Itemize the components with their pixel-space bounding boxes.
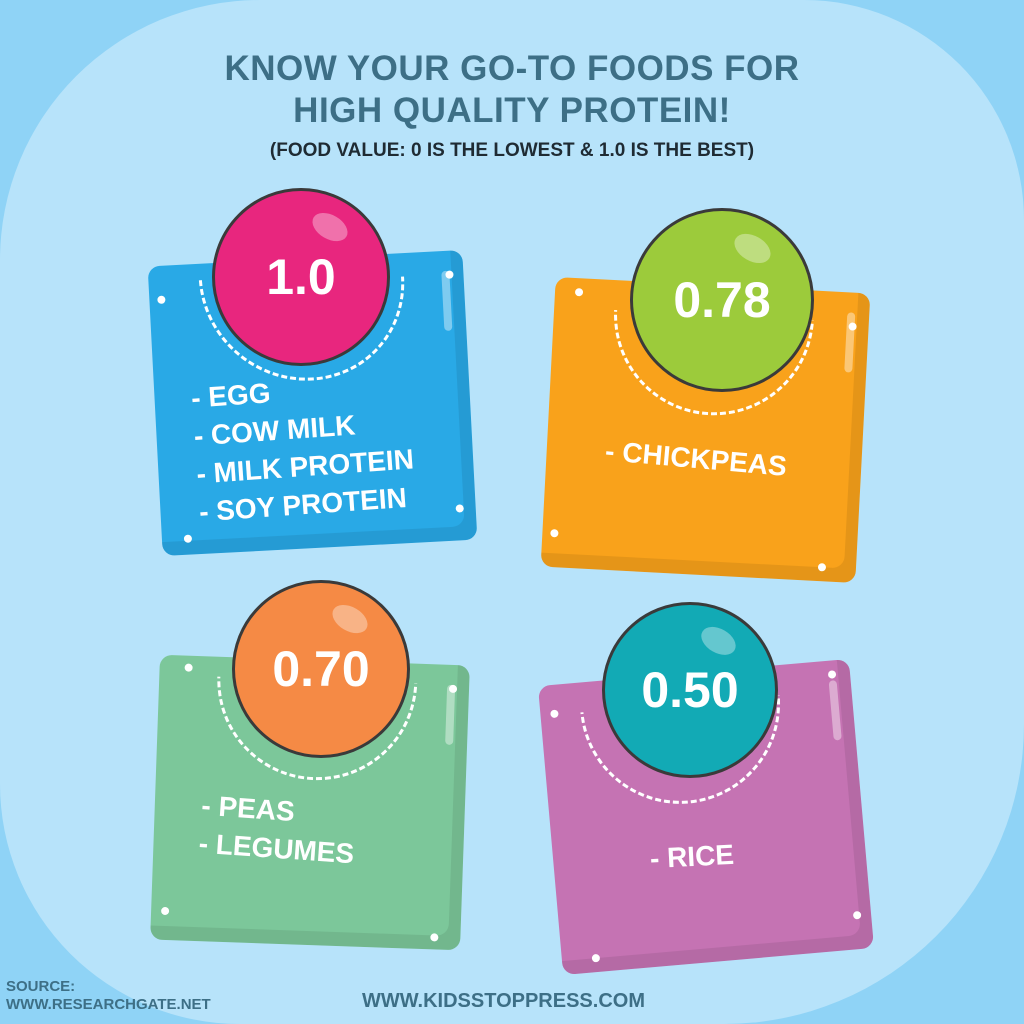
title-line-1: KNOW YOUR GO-TO FOODS FOR (224, 49, 800, 88)
card-blue-items: - EGG - COW MILK - MILK PROTEIN - SOY PROTE… (190, 377, 415, 528)
title-line-2: HIGH QUALITY PROTEIN! (293, 91, 731, 130)
score-ball-4: 0.50 (602, 602, 778, 778)
score-ball-1: 1.0 (212, 188, 390, 366)
card-purple-items: - RICE (649, 838, 735, 875)
score-ball-2: 0.78 (630, 208, 814, 392)
card-green-items: - PEAS - LEGUMES (197, 789, 356, 870)
score-ball-3: 0.70 (232, 580, 410, 758)
site-url[interactable]: WWW.KIDSSTOPPRESS.COM (362, 990, 645, 1012)
page-title: KNOW YOUR GO-TO FOODS FOR HIGH QUALITY PR… (0, 48, 1024, 132)
source-credit: SOURCE: WWW.RESEARCHGATE.NET (6, 978, 211, 1013)
subtitle: (FOOD VALUE: 0 IS THE LOWEST & 1.0 IS TH… (269, 140, 755, 161)
